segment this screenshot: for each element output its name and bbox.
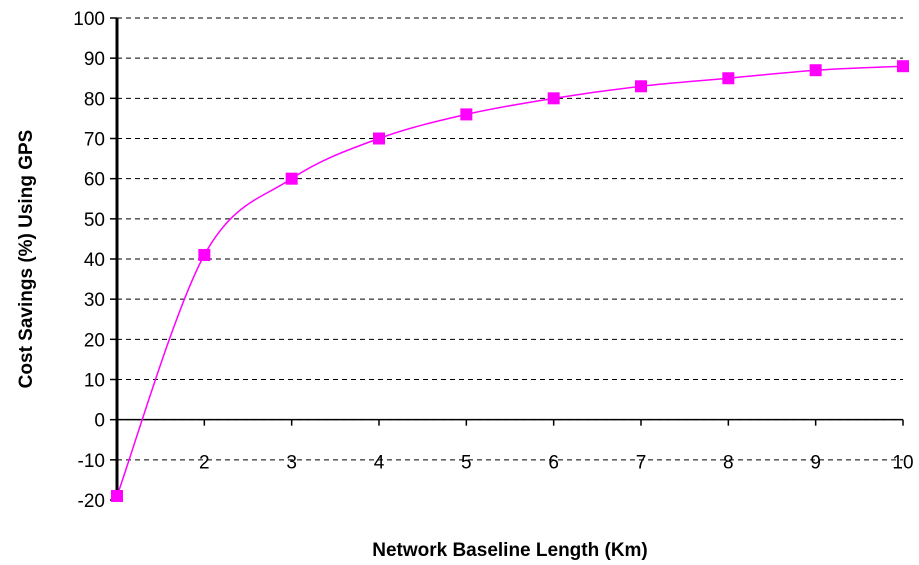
- x-tick-label: 4: [374, 453, 385, 474]
- y-axis-title: Cost Savings (%) Using GPS: [16, 130, 37, 389]
- y-tick-label: 0: [94, 411, 105, 432]
- data-point-marker: [897, 60, 909, 73]
- y-tick-label: 90: [84, 49, 105, 70]
- data-point-marker: [635, 80, 647, 93]
- data-point-marker: [285, 172, 298, 185]
- x-tick-label: 5: [461, 453, 472, 474]
- x-tick-label: 7: [636, 453, 647, 474]
- x-tick-label: 8: [723, 453, 734, 474]
- y-tick-label: -20: [78, 491, 105, 512]
- gridlines: [117, 17, 903, 461]
- data-point-marker: [547, 92, 560, 105]
- data-point-marker: [809, 64, 822, 77]
- y-tick-labels: -20 -10 0 10 20 30 40 50 60 70 80 90 100: [73, 9, 117, 512]
- data-point-marker: [460, 108, 473, 121]
- y-tick-label: 50: [84, 210, 105, 231]
- y-tick-label: 40: [84, 250, 105, 271]
- data-point-marker: [722, 72, 735, 85]
- x-tick-label: 2: [199, 453, 210, 474]
- y-tick-label: 20: [84, 330, 105, 351]
- y-tick-label: -10: [78, 451, 105, 472]
- data-point-marker: [198, 248, 211, 261]
- y-tick-label: 60: [84, 170, 105, 191]
- y-tick-label: 10: [84, 371, 105, 392]
- x-tick-label: 9: [810, 453, 821, 474]
- x-tick-label: 6: [548, 453, 559, 474]
- x-tick-label: 3: [286, 453, 297, 474]
- y-tick-label: 30: [84, 290, 105, 311]
- data-point-marker: [373, 132, 385, 145]
- series-line: [116, 65, 904, 497]
- data-point-marker: [111, 489, 123, 502]
- x-tick-labels: 2 3 4 5 6 7 8 9 10: [116, 419, 914, 474]
- y-tick-label: 80: [84, 89, 105, 110]
- series: [111, 60, 909, 502]
- x-tick-label: 10: [892, 453, 913, 474]
- x-axis-title: Network Baseline Length (Km): [372, 540, 648, 561]
- y-tick-label: 70: [84, 130, 105, 151]
- y-tick-label: 100: [73, 9, 105, 30]
